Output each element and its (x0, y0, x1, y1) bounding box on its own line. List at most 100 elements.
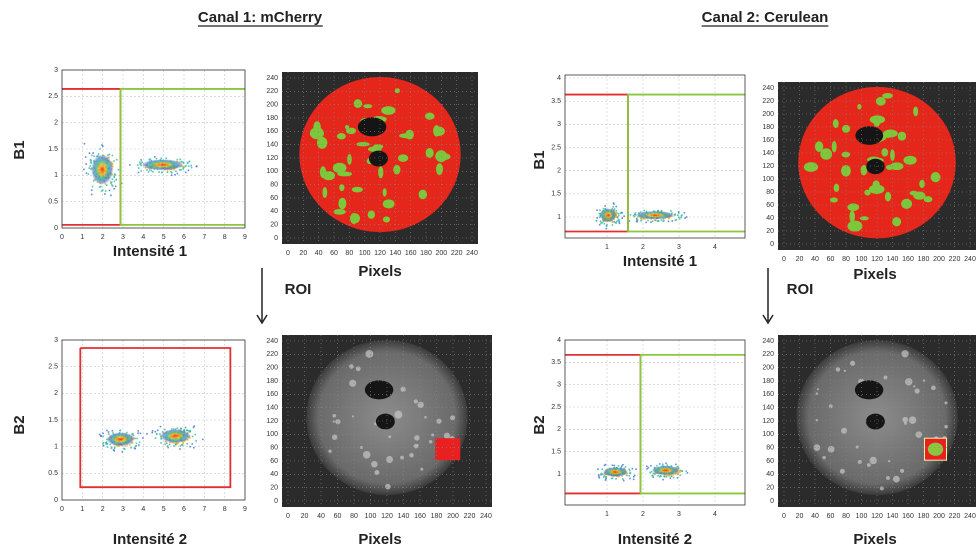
spot (866, 463, 871, 467)
spot (814, 141, 824, 152)
density-dot (602, 207, 605, 210)
density-dot (606, 224, 608, 226)
spot (919, 179, 925, 189)
spot (371, 460, 378, 468)
roi-gate (79, 347, 232, 489)
density-dot (173, 168, 175, 171)
x-tick-label: 120 (871, 256, 883, 263)
y-tick-label: 40 (270, 471, 278, 478)
density-dot (134, 437, 136, 440)
density-dot (615, 220, 618, 223)
spot (908, 416, 917, 424)
density-dot (101, 189, 104, 191)
density-dot (677, 467, 680, 469)
y-tick-label: 0 (770, 498, 774, 505)
density-dot (652, 472, 655, 475)
spot (365, 349, 374, 358)
x-tick-label: 4 (141, 234, 145, 241)
density-dot (171, 428, 173, 430)
density-dot (117, 168, 120, 171)
density-dot (113, 449, 116, 452)
density-dot (158, 171, 160, 173)
x-tick-label: 140 (887, 256, 899, 263)
density-dot (604, 463, 607, 466)
spot (363, 451, 371, 459)
density-dot (598, 223, 601, 226)
density-dot (621, 211, 623, 214)
x-tick-label: 20 (796, 256, 804, 263)
density-dot (636, 219, 639, 221)
y-tick-label: 0 (274, 498, 278, 505)
spot (909, 190, 918, 196)
y-tick-label: 200 (266, 365, 278, 372)
density-dot (109, 443, 112, 446)
density-dot (114, 174, 117, 176)
density-dot (179, 158, 182, 161)
density-dot (102, 444, 105, 447)
spot (944, 424, 948, 429)
hole (368, 150, 388, 167)
spot (443, 432, 450, 439)
spot (332, 413, 337, 418)
y-tick-label: 2.5 (48, 93, 58, 100)
density-dot (629, 214, 632, 216)
density-dot (192, 446, 195, 449)
density-dot (633, 215, 636, 218)
density-dot (628, 468, 631, 471)
spot (883, 129, 898, 138)
y-tick-label: 100 (266, 431, 278, 438)
y-tick-label: 80 (270, 182, 278, 189)
density-dot (686, 472, 689, 474)
spot (887, 459, 891, 463)
x-tick-label: 40 (811, 513, 819, 520)
y-tick-label: 0 (54, 497, 58, 504)
density-dot (605, 225, 608, 227)
spot (414, 435, 420, 441)
density-dot (112, 432, 114, 434)
x-tick-label: 160 (902, 256, 914, 263)
spot (860, 164, 868, 176)
density-dot (110, 446, 113, 449)
density-dot (166, 445, 169, 447)
spot (835, 367, 841, 372)
density-dot (640, 220, 642, 222)
density-dot (170, 174, 173, 177)
density-dot (90, 168, 92, 170)
x-tick-label: 180 (420, 250, 432, 257)
x-tick-label: 120 (871, 513, 883, 520)
density-dot (656, 464, 658, 467)
density-dot (87, 173, 90, 175)
spot (382, 199, 395, 209)
hole (866, 158, 885, 175)
density-dot (137, 167, 140, 169)
y-tick-label: 140 (762, 405, 774, 412)
density-dot (91, 154, 93, 157)
density-core (141, 159, 184, 171)
spot (893, 475, 900, 483)
spot (332, 420, 336, 423)
density-dot (186, 442, 188, 445)
x-tick-label: 140 (887, 513, 899, 520)
density-dot (88, 167, 91, 169)
spot (386, 456, 393, 463)
spot (883, 375, 888, 380)
spot (367, 210, 375, 219)
y-tick-label: 2 (54, 390, 58, 397)
density-dot (135, 442, 138, 445)
spot (436, 163, 444, 176)
density-dot (629, 477, 631, 480)
density-dot (113, 180, 116, 183)
y-tick-label: 1.5 (551, 449, 561, 456)
spot (397, 154, 409, 162)
density-dot (188, 160, 191, 163)
x-tick-label: 220 (464, 513, 476, 520)
y-tick-label: 0 (770, 241, 774, 248)
y-tick-label: 100 (266, 168, 278, 175)
y-tick-label: 2.5 (551, 144, 561, 151)
density-dot (623, 215, 625, 217)
density-dot (663, 219, 665, 222)
y-axis-label: B2 (11, 415, 28, 434)
density-dot (98, 433, 101, 436)
spot (344, 125, 350, 130)
y-tick-label: 3 (557, 382, 561, 389)
